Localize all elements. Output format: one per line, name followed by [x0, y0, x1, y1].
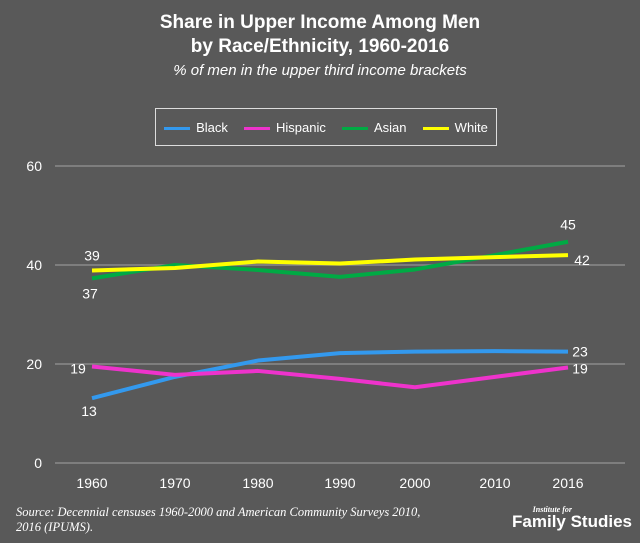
data-label: 19	[572, 360, 588, 376]
source-note: Source: Decennial censuses 1960-2000 and…	[16, 505, 421, 534]
data-label: 37	[82, 285, 98, 301]
series-line-hispanic	[91, 364, 569, 390]
y-tick-label: 0	[34, 455, 42, 471]
y-tick-label: 60	[26, 158, 42, 174]
data-label: 23	[572, 344, 588, 360]
data-label: 42	[574, 252, 590, 268]
chart-title-line-1: Share in Upper Income Among Men	[159, 12, 481, 33]
legend-item-asian: Asian	[342, 120, 407, 135]
y-tick-label: 20	[26, 356, 42, 372]
series-line-asian	[91, 239, 569, 281]
chart-subtitle: % of men in the upper third income brack…	[173, 62, 467, 79]
x-tick-label: 2016	[552, 475, 583, 491]
x-tick-label: 2010	[479, 475, 510, 491]
x-tick-label: 2000	[399, 475, 430, 491]
legend-item-black: Black	[164, 120, 228, 135]
data-label: 45	[560, 217, 576, 233]
chart-title-line-2: by Race/Ethnicity, 1960-2016	[190, 36, 450, 57]
legend-item-hispanic: Hispanic	[244, 120, 326, 135]
data-label: 13	[81, 403, 97, 419]
logo: Institute for Family Studies	[512, 505, 632, 531]
x-tick-label: 1970	[159, 475, 190, 491]
data-label: 39	[84, 247, 100, 263]
legend: Black Hispanic Asian White	[155, 108, 497, 146]
legend-item-white: White	[422, 120, 488, 135]
x-tick-label: 1980	[242, 475, 273, 491]
x-tick-label: 1960	[76, 475, 107, 491]
y-tick-label: 40	[26, 257, 42, 273]
x-tick-label: 1990	[324, 475, 355, 491]
data-label: 19	[70, 360, 86, 376]
series-line-white	[91, 253, 569, 273]
